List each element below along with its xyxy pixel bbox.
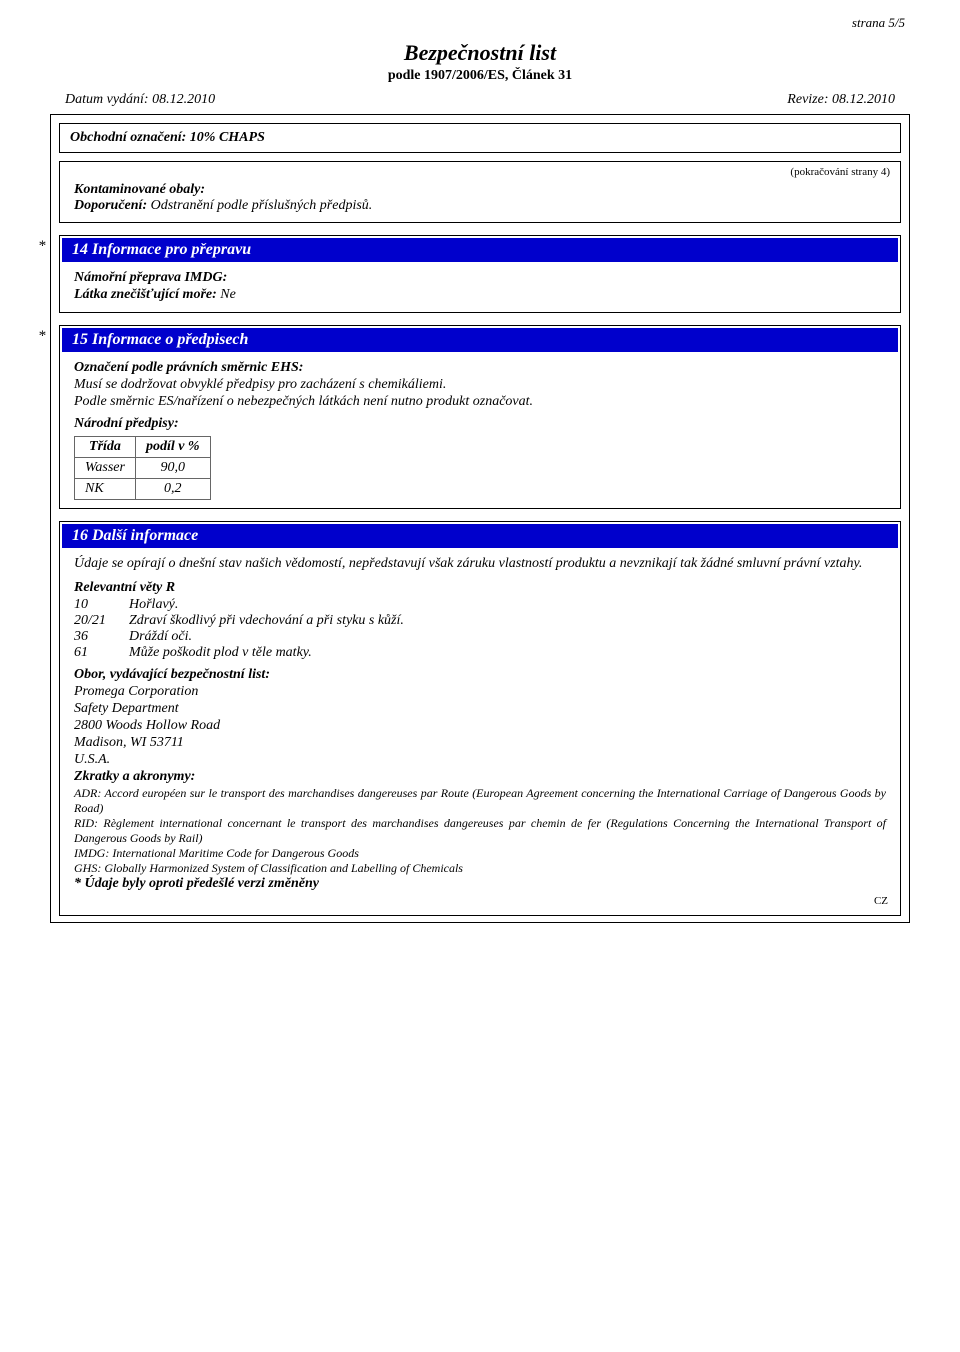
issuer-4: Madison, WI 53711 [74, 735, 886, 751]
section-14-content: Námořní přeprava IMDG: Látka znečišťujíc… [60, 264, 900, 306]
r-phrases-label: Relevantní věty R [74, 580, 886, 596]
revision-date: Revize: 08.12.2010 [787, 92, 895, 108]
r36-num: 36 [74, 629, 129, 645]
trade-name-box: Obchodní označení: 10% CHAPS [59, 123, 901, 153]
marine-pollutant: Látka znečišťující moře: Ne [74, 287, 886, 303]
trade-name-value: 10% CHAPS [190, 130, 265, 145]
trade-name-label: Obchodní označení: [70, 130, 190, 145]
td-nk-val: 0,2 [135, 479, 210, 500]
continuation-note: (pokračování strany 4) [60, 162, 900, 180]
r10-text: Hořlavý. [129, 597, 178, 613]
issuer-1: Promega Corporation [74, 684, 886, 700]
national-regs-label: Národní předpisy: [74, 416, 886, 432]
revision-label: Revize: [787, 92, 832, 107]
issuer-3: 2800 Woods Hollow Road [74, 718, 886, 734]
lang-code: CZ [60, 895, 900, 909]
star-14: * [38, 238, 46, 255]
marine-label: Látka znečišťující moře: [74, 287, 220, 302]
abbrev-rid: RID: Règlement international concernant … [74, 816, 886, 846]
th-class: Třída [75, 437, 136, 458]
issue-date-value: 08.12.2010 [152, 92, 215, 107]
revision-value: 08.12.2010 [832, 92, 895, 107]
td-wasser: Wasser [75, 458, 136, 479]
th-share: podíl v % [135, 437, 210, 458]
section-16-header: 16 Další informace [62, 524, 898, 548]
r10-num: 10 [74, 597, 129, 613]
document-subtitle: podle 1907/2006/ES, Článek 31 [50, 68, 910, 84]
recommendation-value: Odstranění podle příslušných předpisů. [151, 198, 373, 213]
recommendation-label: Doporučení: [74, 198, 151, 213]
page-number: strana 5/5 [852, 15, 905, 31]
r36-line: 36Dráždí oči. [74, 629, 886, 645]
contaminated-label: Kontaminované obaly: [74, 182, 886, 198]
abbrev-label: Zkratky a akronymy: [74, 769, 886, 785]
abbrev-ghs: GHS: Globally Harmonized System of Class… [74, 861, 886, 876]
r10-line: 10Hořlavý. [74, 597, 886, 613]
page: strana 5/5 Bezpečnostní list podle 1907/… [0, 0, 960, 953]
abbrev-imdg: IMDG: International Maritime Code for Da… [74, 846, 886, 861]
document-title: Bezpečnostní list [50, 40, 910, 66]
td-nk: NK [75, 479, 136, 500]
section-15-header: 15 Informace o předpisech [62, 328, 898, 352]
issue-date: Datum vydání: 08.12.2010 [65, 92, 215, 108]
section-16-content: Údaje se opírají o dnešní stav našich vě… [60, 550, 900, 895]
section-14-header: 14 Informace pro přepravu [62, 238, 898, 262]
recommendation-line: Doporučení: Odstranění podle příslušných… [74, 198, 886, 214]
intro-text: Údaje se opírají o dnešní stav našich vě… [74, 556, 886, 572]
r61-num: 61 [74, 645, 129, 661]
section-continuation: (pokračování strany 4) Kontaminované oba… [59, 161, 901, 223]
national-regs-table: Třída podíl v % Wasser 90,0 NK 0,2 [74, 436, 211, 500]
r61-text: Může poškodit plod v těle matky. [129, 645, 312, 661]
issuer-5: U.S.A. [74, 752, 886, 768]
header-row: Datum vydání: 08.12.2010 Revize: 08.12.2… [50, 92, 910, 108]
imdg-label: Námořní přeprava IMDG: [74, 270, 886, 286]
outer-frame: Obchodní označení: 10% CHAPS (pokračován… [50, 114, 910, 923]
abbrev-adr: ADR: Accord européen sur le transport de… [74, 786, 886, 816]
section-15-content: Označení podle právních směrnic EHS: Mus… [60, 354, 900, 502]
change-note: * Údaje byly oproti předešlé verzi změně… [74, 876, 886, 892]
marine-value: Ne [220, 287, 236, 302]
r61-line: 61Může poškodit plod v těle matky. [74, 645, 886, 661]
r2021-num: 20/21 [74, 613, 129, 629]
section-16: 16 Další informace Údaje se opírají o dn… [59, 521, 901, 916]
r2021-text: Zdraví škodlivý při vdechování a při sty… [129, 613, 404, 629]
section-15: * 15 Informace o předpisech Označení pod… [59, 325, 901, 509]
ehs-text2: Podle směrnic ES/nařízení o nebezpečných… [74, 394, 886, 410]
r36-text: Dráždí oči. [129, 629, 192, 645]
ehs-text1: Musí se dodržovat obvyklé předpisy pro z… [74, 377, 886, 393]
issuer-2: Safety Department [74, 701, 886, 717]
r2021-line: 20/21Zdraví škodlivý při vdechování a př… [74, 613, 886, 629]
ehs-label: Označení podle právních směrnic EHS: [74, 360, 886, 376]
issue-date-label: Datum vydání: [65, 92, 152, 107]
section-14: * 14 Informace pro přepravu Námořní přep… [59, 235, 901, 313]
td-wasser-val: 90,0 [135, 458, 210, 479]
contaminated-packaging: Kontaminované obaly: Doporučení: Odstran… [60, 180, 900, 216]
star-15: * [38, 328, 46, 345]
issuer-label: Obor, vydávající bezpečnostní list: [74, 667, 886, 683]
